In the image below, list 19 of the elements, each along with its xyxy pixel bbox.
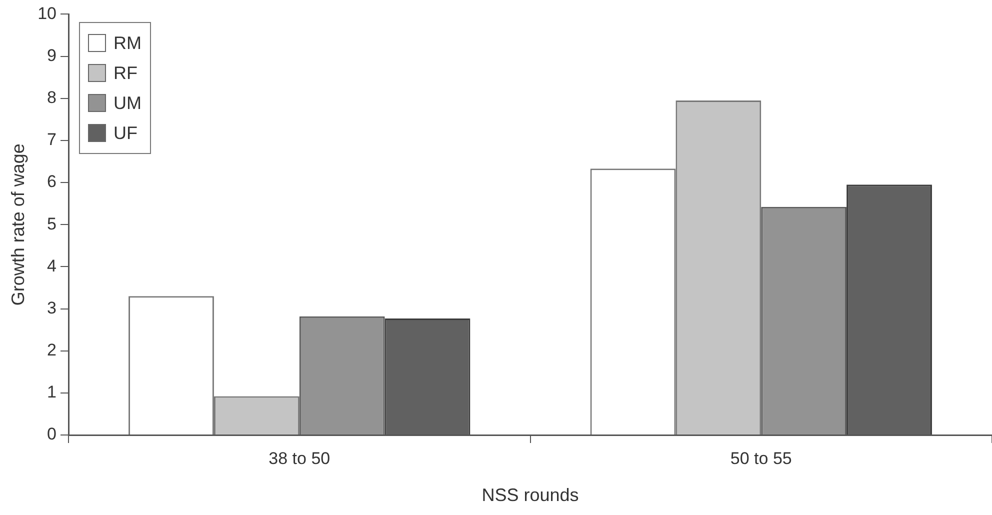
legend-label: UF (114, 122, 138, 144)
legend-label: UM (114, 92, 142, 114)
x-axis-title: NSS rounds (482, 485, 579, 506)
x-tick-label: 50 to 55 (730, 448, 792, 468)
x-tick-label: 38 to 50 (268, 448, 330, 468)
y-tick-label: 3 (47, 298, 57, 318)
y-tick-label: 4 (47, 256, 57, 276)
y-axis-title: Growth rate of wage (8, 144, 28, 306)
y-tick-label: 10 (38, 4, 57, 23)
y-tick-label: 6 (47, 172, 57, 192)
y-tick-label: 1 (47, 382, 57, 402)
legend-label: RF (114, 62, 138, 84)
y-tick-label: 0 (47, 424, 57, 444)
y-tick-label: 9 (47, 46, 57, 65)
y-tick-label: 8 (47, 88, 57, 108)
y-tick-label: 5 (47, 214, 57, 234)
y-tick-label: 7 (47, 130, 57, 150)
legend-label: RM (114, 32, 142, 54)
y-tick-label: 2 (47, 340, 57, 360)
